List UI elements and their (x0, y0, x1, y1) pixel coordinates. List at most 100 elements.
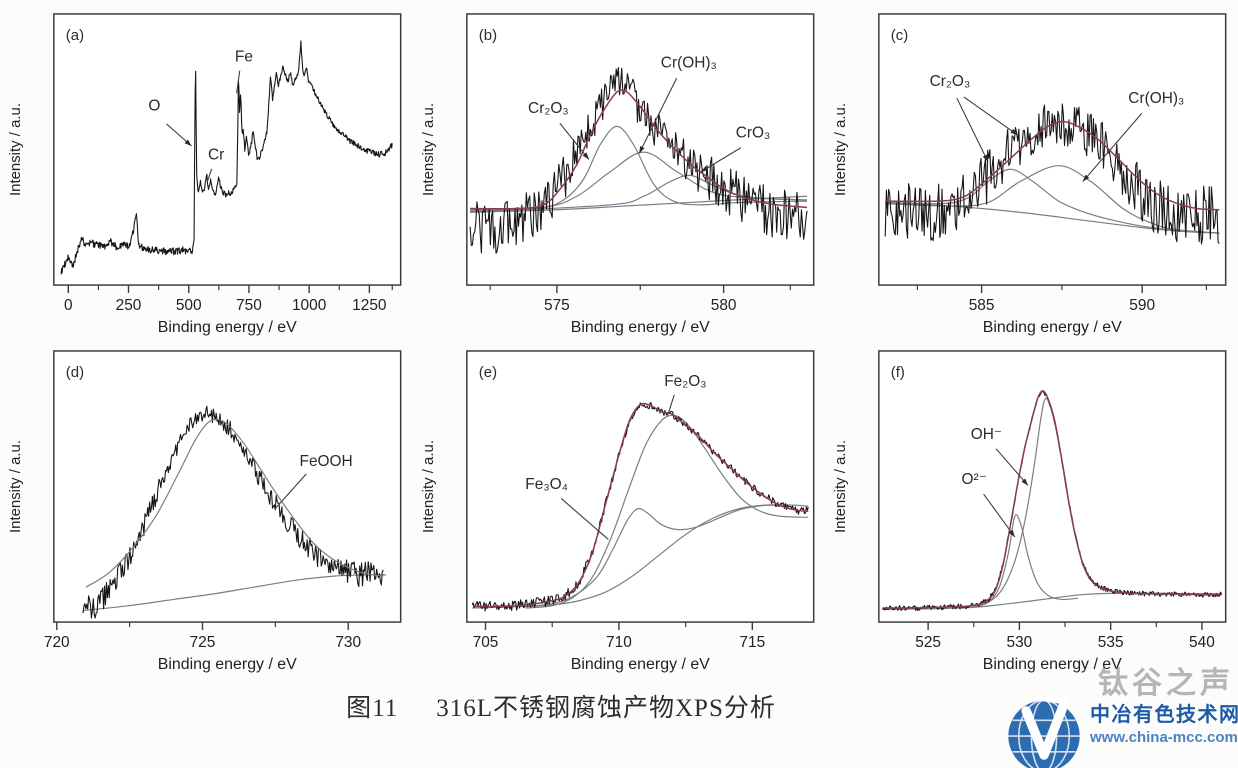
raw-data-curve (82, 405, 384, 619)
plot-frame (878, 350, 1227, 623)
annotation-label: Fe (235, 48, 253, 65)
annotation-pointer-line (700, 147, 741, 173)
figure-caption: 图11 316L不锈钢腐蚀产物XPS分析 (0, 688, 1180, 724)
background-curve (82, 574, 387, 611)
FeOOH-fit-curve (85, 418, 384, 588)
annotation-arrowhead-icon (638, 145, 645, 154)
x-axis-label: Binding energy / eV (570, 319, 709, 336)
annotation-pointer-line (560, 497, 609, 540)
y-axis-label: Intensity / a.u. (420, 103, 437, 196)
CrOH3-component-curve (885, 165, 1220, 234)
annotation-arrowhead-icon (1010, 128, 1018, 135)
annotation-pointer-line (983, 493, 1016, 538)
x-tick-label: 710 (606, 634, 632, 651)
plot-frame (465, 350, 815, 623)
panel-letter: (d) (66, 364, 84, 381)
watermark-site-name: 中冶有色技术网 (1090, 704, 1238, 726)
x-axis-label: Binding energy / eV (983, 319, 1122, 336)
x-tick-label: 730 (335, 634, 361, 651)
y-axis-label: Intensity / a.u. (420, 440, 437, 533)
annotation-label: Cr(OH)₃ (1129, 90, 1185, 107)
annotation-label: Cr (208, 146, 224, 163)
xps-chart-c: 585 590 Binding energy / eV Intensity / a.u… (832, 13, 1227, 336)
x-tick-label: 535 (1098, 634, 1124, 651)
x-tick-label: 540 (1189, 634, 1215, 651)
annotation-label: O²⁻ (962, 471, 987, 488)
panel-letter: (e) (478, 364, 496, 381)
annotation-pointer-line (1082, 113, 1143, 182)
annotation-pointer-line (207, 168, 213, 181)
annotation-pointer-line (963, 96, 1019, 136)
x-tick-label: 500 (176, 297, 202, 314)
annotation-arrowhead-icon (184, 139, 192, 146)
panel-letter: (b) (478, 27, 496, 44)
y-axis-label: Intensity / a.u. (832, 440, 849, 533)
annotation-pointer-line (559, 122, 590, 160)
caption-figure-number: 图11 (346, 694, 399, 722)
xps-chart-f: 525 530 535 540 Binding energy / eV Intensity… (832, 350, 1227, 673)
annotation-arrowhead-icon (1008, 529, 1016, 537)
x-tick-label: 720 (44, 634, 70, 651)
x-tick-label: 715 (739, 634, 765, 651)
annotation-arrowhead-icon (1083, 174, 1090, 182)
globe-logo-icon (1008, 694, 1080, 768)
annotation-arrowhead-icon (700, 165, 708, 172)
panel-letter: (a) (66, 27, 84, 44)
annotation-label: FeOOH (300, 453, 353, 470)
fit-envelope-curve (469, 89, 807, 210)
plot-frame (53, 350, 402, 623)
fit-envelope-curve (885, 120, 1220, 211)
annotation-pointer-line (274, 473, 307, 509)
annotation-label: Cr(OH)₃ (660, 55, 716, 72)
xps-chart-d: 720 725 730 Binding energy / eV Intensity / … (7, 350, 402, 673)
raw-data-curve (884, 103, 1221, 245)
x-tick-label: 585 (969, 297, 995, 314)
annotation-label: Fe₂O₃ (664, 373, 706, 390)
annotation-label: Cr₂O₃ (930, 73, 971, 90)
x-axis-label: Binding energy / eV (570, 656, 709, 673)
x-tick-label: 0 (64, 297, 73, 314)
fit-envelope-curve (474, 402, 809, 608)
annotation-pointer-line (995, 448, 1029, 486)
y-axis-label: Intensity / a.u. (7, 440, 24, 533)
panel-letter: (c) (891, 27, 908, 44)
annotation-pointer-line (236, 70, 241, 94)
watermark-text-block: 中冶有色技术网 www.china-mcc.com (1090, 698, 1238, 746)
x-tick-label: 725 (190, 634, 216, 651)
Fe2O3-component-curve (525, 414, 808, 609)
x-tick-label: 1000 (292, 297, 326, 314)
CrO3-component-curve (469, 174, 807, 213)
panel-d: 720 725 730 Binding energy / eV Intensity / … (4, 343, 409, 678)
x-tick-label: 705 (472, 634, 498, 651)
annotation-label: Fe₃O₄ (525, 476, 568, 493)
x-tick-label: 530 (1007, 634, 1033, 651)
annotation-arrowhead-icon (582, 152, 589, 160)
panel-a: 0 250 500 750 1000 1250 Binding energy / eV Int… (4, 6, 409, 341)
annotation-label: CrO₃ (735, 124, 770, 141)
annotation-label: OH⁻ (971, 426, 1002, 443)
y-axis-label: Intensity / a.u. (7, 103, 24, 196)
panel-letter: (f) (891, 364, 905, 381)
Cr2O3-component-curve (885, 168, 1220, 234)
panel-b: 575 580 Binding energy / eV Intensity / a.u… (417, 6, 822, 341)
fit-envelope-curve (882, 390, 1223, 609)
annotation-pointer-line (667, 394, 675, 415)
x-axis-label: Binding energy / eV (158, 319, 297, 336)
panels-grid: 0 250 500 750 1000 1250 Binding energy / eV Int… (4, 6, 1234, 678)
panel-c: 585 590 Binding energy / eV Intensity / a.u… (829, 6, 1234, 341)
x-axis-label: Binding energy / eV (983, 656, 1122, 673)
x-tick-label: 580 (710, 297, 736, 314)
xps-chart-a: 0 250 500 750 1000 1250 Binding energy / eV Int… (7, 13, 402, 336)
panel-e: 705 710 715 Binding energy / eV Intensity / … (417, 343, 822, 678)
annotation-pointer-line (638, 77, 677, 154)
panel-f: 525 530 535 540 Binding energy / eV Intensity… (829, 343, 1234, 678)
x-axis-label: Binding energy / eV (158, 656, 297, 673)
plot-frame (878, 13, 1227, 286)
watermark-site-url: www.china-mcc.com (1090, 729, 1238, 746)
raw-data-curve (469, 67, 808, 254)
survey-raw-curve (60, 40, 393, 275)
x-tick-label: 1250 (352, 297, 386, 314)
annotation-pointer-line (956, 97, 989, 163)
